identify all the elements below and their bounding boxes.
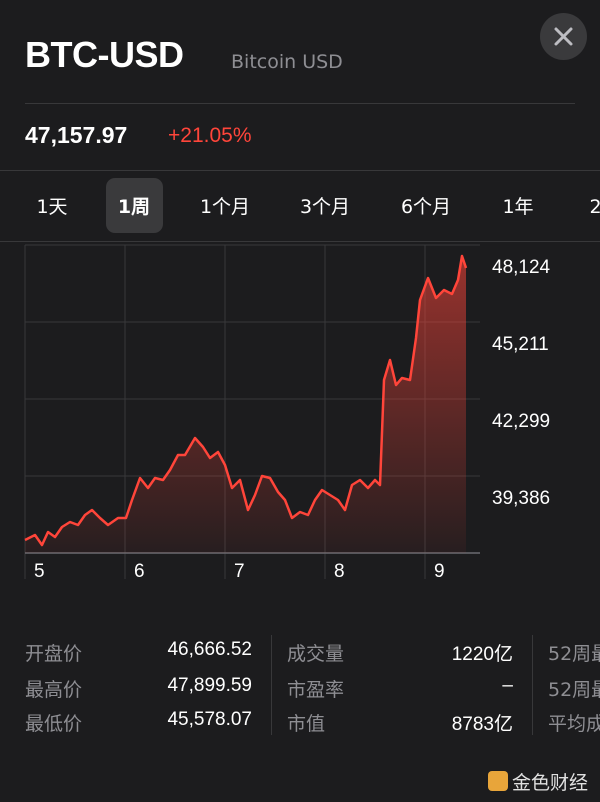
column-divider [271, 635, 272, 735]
watermark: 金色财经 [511, 772, 588, 794]
price-line [24, 254, 468, 547]
y-tick-label: 42,299 [492, 411, 550, 432]
range-tab[interactable]: 1年 [502, 196, 534, 218]
symbol-subtitle: Bitcoin USD [231, 51, 343, 73]
stat-value: – [502, 675, 513, 696]
stat-label: 52周最低 [548, 679, 600, 701]
x-tick-label: 9 [434, 561, 445, 582]
stat-label: 52周最高 [548, 643, 600, 665]
price: 47,157.97 [25, 122, 128, 148]
stat-value: 45,578.07 [167, 709, 252, 730]
stat-label: 开盘价 [25, 643, 83, 665]
y-tick-label: 39,386 [492, 488, 550, 509]
x-tick-label: 6 [134, 561, 145, 582]
stat-label: 最高价 [25, 679, 83, 701]
watermark-logo [488, 771, 508, 791]
divider [25, 103, 575, 104]
x-tick-label: 7 [234, 561, 245, 582]
divider [0, 241, 600, 242]
range-tab[interactable]: 1天 [36, 196, 68, 218]
column-divider [532, 635, 533, 735]
range-tab[interactable]: 1个月 [199, 196, 251, 218]
stat-label: 最低价 [25, 713, 83, 735]
range-tab[interactable]: 6个月 [400, 196, 452, 218]
stat-value: 46,666.52 [167, 639, 252, 660]
stat-value: 1220亿 [451, 644, 513, 665]
stats-table: 开盘价 46,666.52 最高价 47,899.59 最低价 45,578.07 成交量 1… [0, 630, 600, 740]
stat-label: 市值 [287, 713, 326, 735]
selected-tab-bg [106, 178, 163, 233]
range-tab[interactable]: 3个月 [299, 196, 351, 218]
stat-label: 市盈率 [287, 679, 345, 701]
stat-value: 8783亿 [451, 714, 513, 735]
range-tab[interactable]: 1周 [117, 196, 151, 218]
y-tick-label: 48,124 [492, 257, 551, 278]
y-tick-label: 45,211 [492, 334, 549, 355]
stat-value: 47,899.59 [167, 675, 252, 696]
symbol-title: BTC-USD [25, 34, 184, 75]
range-tab[interactable]: 2年 [589, 196, 600, 218]
area-fill [25, 256, 466, 553]
close-button[interactable] [540, 13, 587, 60]
x-tick-label: 8 [334, 561, 345, 582]
stat-label: 成交量 [287, 643, 345, 665]
divider [0, 170, 600, 171]
price-chart: 48,124 45,211 42,299 39,386 5 6 7 8 9 [24, 244, 551, 582]
range-tabs: 1天 1周 1个月 3个月 6个月 1年 2年 [0, 172, 600, 238]
x-tick-label: 5 [34, 561, 45, 582]
price-change: +21.05% [168, 124, 252, 147]
close-icon [554, 27, 573, 46]
stat-label: 平均成交量 [548, 713, 600, 735]
